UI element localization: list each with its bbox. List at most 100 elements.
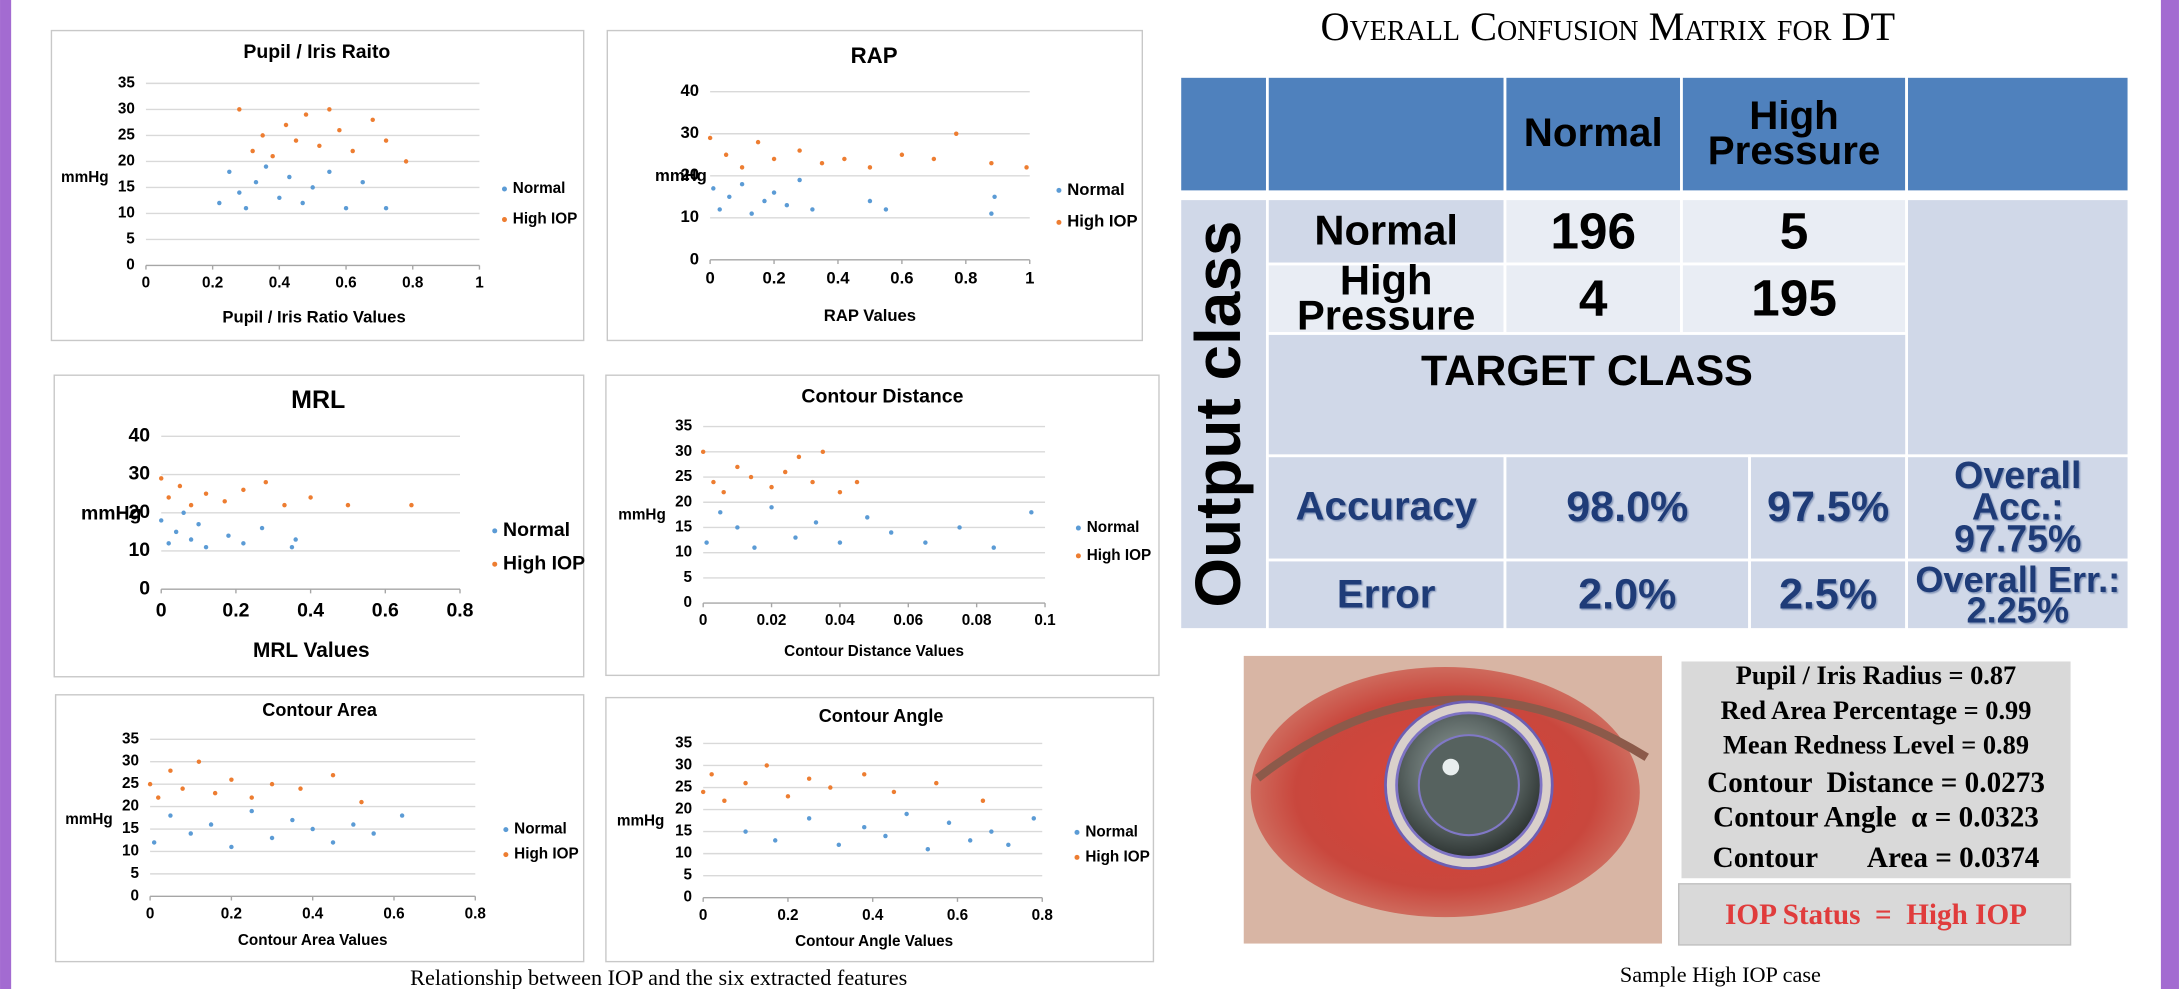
data-point (196, 522, 200, 526)
x-tick-label: 0.8 (954, 269, 977, 288)
data-point (290, 545, 294, 549)
legend-marker (502, 186, 507, 191)
y-tick-label: 35 (675, 418, 692, 435)
y-tick-label: 30 (675, 443, 692, 460)
data-point (181, 511, 185, 515)
data-point (740, 182, 744, 186)
legend-label: High IOP (513, 211, 577, 228)
y-tick-label: 0 (684, 889, 693, 906)
legend-marker (503, 827, 508, 832)
x-tick-label: 0.8 (402, 275, 424, 292)
column-header: High Pressure (1681, 76, 1906, 191)
data-point (701, 790, 705, 794)
data-point (865, 515, 869, 519)
legend-label: High IOP (1085, 848, 1149, 865)
chart: Contour AngleContour Angle ValuesmmHg051… (606, 698, 1154, 962)
y-tick-label: 5 (130, 865, 139, 882)
data-point (237, 107, 241, 111)
data-point (250, 149, 254, 153)
row-label-text: Normal (1267, 199, 1505, 264)
data-point (904, 812, 908, 816)
x-tick-label: 0.4 (297, 600, 324, 622)
data-point (708, 136, 712, 140)
data-point (277, 196, 281, 200)
metric-label: Error (1267, 560, 1505, 629)
data-point (284, 123, 288, 127)
data-point (718, 510, 722, 514)
data-point (174, 530, 178, 534)
data-point (765, 763, 769, 767)
y-tick-label: 10 (680, 207, 699, 226)
data-point (868, 165, 872, 169)
chart-panel (607, 31, 1142, 341)
x-tick-label: 0 (705, 269, 714, 288)
metric-value: 2.0% (1505, 560, 1750, 629)
data-point (711, 186, 715, 190)
data-point (270, 154, 274, 158)
data-point (270, 782, 274, 786)
data-point (168, 768, 172, 772)
data-point (807, 816, 811, 820)
data-point (900, 153, 904, 157)
data-point (384, 206, 388, 210)
data-point (820, 161, 824, 165)
data-point (704, 540, 708, 544)
legend-label: Normal (514, 821, 567, 838)
row-label: Normal (1267, 199, 1505, 264)
y-tick-label: 0 (684, 594, 693, 611)
data-point (197, 759, 201, 763)
data-point (229, 777, 233, 781)
x-tick-label: 1 (475, 275, 484, 292)
x-tick-label: 0 (699, 612, 708, 629)
y-axis-label: mmHg (618, 507, 666, 524)
data-point (331, 773, 335, 777)
data-point (711, 480, 715, 484)
data-point (743, 829, 747, 833)
data-point (821, 450, 825, 454)
data-point (229, 845, 233, 849)
metric-value-text: 97.5% (1750, 456, 1907, 560)
data-point (166, 495, 170, 499)
y-tick-label: 10 (128, 539, 150, 561)
y-tick-label: 25 (675, 779, 692, 796)
data-point (769, 485, 773, 489)
overall-value: Overall Acc.: 97.75% (1907, 456, 2129, 560)
data-point (204, 545, 208, 549)
legend-marker (1076, 526, 1081, 531)
data-point (250, 795, 254, 799)
data-point (310, 185, 314, 189)
data-point (304, 112, 308, 116)
data-point (346, 503, 350, 507)
chart: MRLMRL ValuesmmHg01020304000.20.40.60.8N… (54, 375, 585, 677)
data-point (947, 821, 951, 825)
metric-label: Accuracy (1267, 456, 1505, 560)
data-point (838, 490, 842, 494)
row-label-text: High Pressure (1267, 264, 1505, 333)
data-point (404, 159, 408, 163)
data-point (740, 165, 744, 169)
x-tick-label: 0.2 (222, 600, 249, 622)
data-point (360, 180, 364, 184)
data-point (717, 207, 721, 211)
data-point (254, 180, 258, 184)
y-tick-label: 40 (680, 81, 699, 100)
chart: Contour DistanceContour Distance Valuesm… (606, 375, 1159, 675)
side-bar (2161, 0, 2179, 989)
page: {"chart_data": [ {"type": "scatter", "ti… (0, 0, 2179, 989)
data-point (244, 206, 248, 210)
chart-title: Pupil / Iris Raito (243, 41, 390, 63)
data-point (189, 537, 193, 541)
data-point (327, 107, 331, 111)
y-tick-label: 0 (690, 249, 699, 268)
y-tick-label: 25 (675, 468, 692, 485)
legend-label: Normal (1067, 180, 1124, 199)
data-point (1029, 510, 1033, 514)
count: 195 (1681, 264, 1906, 333)
y-tick-label: 30 (680, 123, 699, 142)
x-tick-label: 0.4 (862, 907, 884, 924)
count: 5 (1681, 199, 1906, 264)
legend-label: High IOP (1067, 212, 1137, 231)
data-point (222, 499, 226, 503)
x-tick-label: 0.4 (269, 275, 291, 292)
